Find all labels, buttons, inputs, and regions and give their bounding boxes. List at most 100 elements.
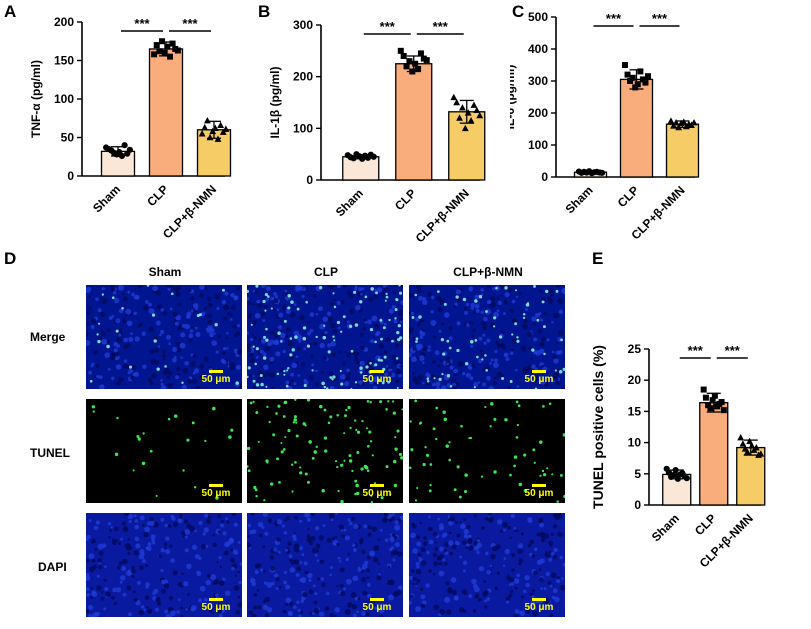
- nucleus: [203, 356, 209, 362]
- nucleus: [347, 372, 352, 376]
- nucleus: [490, 301, 496, 308]
- nucleus: [510, 348, 514, 352]
- tunel-positive-dot: [151, 313, 156, 317]
- nucleus: [508, 593, 513, 598]
- nucleus: [212, 542, 217, 548]
- tunel-positive-dot: [380, 359, 383, 362]
- nucleus: [298, 614, 302, 617]
- nucleus: [108, 316, 113, 320]
- data-point: [746, 437, 754, 445]
- nucleus: [130, 332, 134, 336]
- nucleus: [502, 528, 506, 532]
- tunel-positive-dot: [517, 404, 521, 408]
- nucleus: [109, 528, 113, 532]
- nucleus: [293, 531, 296, 535]
- nucleus: [222, 531, 227, 536]
- nucleus: [552, 372, 557, 377]
- tunel-positive-dot: [533, 461, 536, 464]
- nucleus: [336, 584, 339, 588]
- nucleus: [131, 574, 134, 578]
- tunel-positive-dot: [348, 459, 353, 463]
- nucleus: [120, 575, 126, 581]
- nucleus: [496, 296, 500, 301]
- tunel-positive-dot: [399, 336, 403, 340]
- nucleus: [296, 566, 302, 572]
- nucleus: [458, 607, 465, 613]
- nucleus: [194, 306, 199, 311]
- tunel-positive-dot: [480, 475, 484, 478]
- nucleus: [200, 374, 205, 380]
- tunel-positive-dot: [156, 367, 160, 371]
- data-point: [621, 62, 628, 68]
- nucleus: [166, 334, 171, 340]
- nucleus: [388, 308, 394, 314]
- nucleus: [287, 541, 292, 546]
- nucleus: [444, 596, 451, 603]
- nucleus: [262, 352, 267, 357]
- nucleus: [90, 325, 95, 329]
- nucleus: [508, 583, 512, 587]
- nucleus: [192, 371, 196, 375]
- nucleus: [184, 323, 190, 330]
- nucleus: [252, 384, 258, 389]
- tunel-positive-dot: [385, 408, 388, 411]
- nucleus: [160, 588, 167, 595]
- scale-bar-line: [209, 484, 223, 487]
- data-point: [637, 68, 644, 75]
- tunel-positive-dot: [370, 494, 373, 497]
- tunel-positive-dot: [383, 355, 387, 359]
- nucleus: [260, 285, 267, 289]
- nucleus: [134, 519, 139, 524]
- nucleus: [394, 541, 400, 548]
- nucleus: [357, 567, 362, 572]
- nucleus: [419, 587, 424, 592]
- tunel-positive-dot: [315, 335, 318, 339]
- tunel-positive-dot: [429, 484, 432, 487]
- nucleus: [98, 565, 103, 570]
- tunel-positive-dot: [116, 416, 119, 420]
- tunel-positive-dot: [516, 423, 520, 427]
- nucleus: [411, 337, 416, 341]
- nucleus: [553, 547, 558, 553]
- nucleus: [313, 600, 318, 605]
- nucleus: [251, 333, 255, 337]
- tunel-positive-dot: [509, 473, 512, 477]
- nucleus: [86, 286, 92, 293]
- nucleus: [468, 320, 474, 326]
- nucleus: [269, 339, 275, 345]
- nucleus: [175, 292, 181, 298]
- tunel-positive-dot: [265, 338, 269, 342]
- tunel-positive-dot: [155, 494, 158, 497]
- tunel-positive-dot: [473, 386, 476, 389]
- nucleus: [254, 563, 260, 569]
- tunel-positive-dot: [424, 446, 427, 449]
- nucleus: [515, 295, 519, 299]
- nucleus: [486, 375, 491, 381]
- nucleus: [466, 524, 471, 530]
- nucleus: [423, 536, 427, 540]
- tunel-positive-dot: [276, 372, 280, 376]
- data-point: [476, 111, 484, 119]
- micrograph-tunel-1: 50 μm: [247, 399, 403, 503]
- tunel-positive-dot: [308, 440, 312, 444]
- nucleus: [529, 539, 535, 545]
- nucleus: [104, 586, 109, 591]
- y-tick-label: 300: [528, 74, 548, 88]
- nucleus: [332, 542, 336, 546]
- nucleus: [225, 336, 229, 340]
- tunel-positive-dot: [458, 495, 462, 499]
- nucleus: [181, 323, 186, 328]
- nucleus: [277, 550, 281, 555]
- nucleus: [423, 347, 427, 352]
- nucleus: [161, 348, 167, 354]
- tunel-positive-dot: [332, 375, 336, 379]
- nucleus: [188, 288, 192, 293]
- tunel-positive-dot: [257, 440, 260, 443]
- nucleus: [291, 362, 298, 369]
- nucleus: [450, 577, 457, 583]
- tunel-positive-dot: [321, 381, 325, 386]
- nucleus: [229, 548, 234, 552]
- nucleus: [338, 560, 342, 563]
- y-tick-label: 400: [528, 42, 548, 56]
- y-tick-label: 100: [528, 138, 548, 152]
